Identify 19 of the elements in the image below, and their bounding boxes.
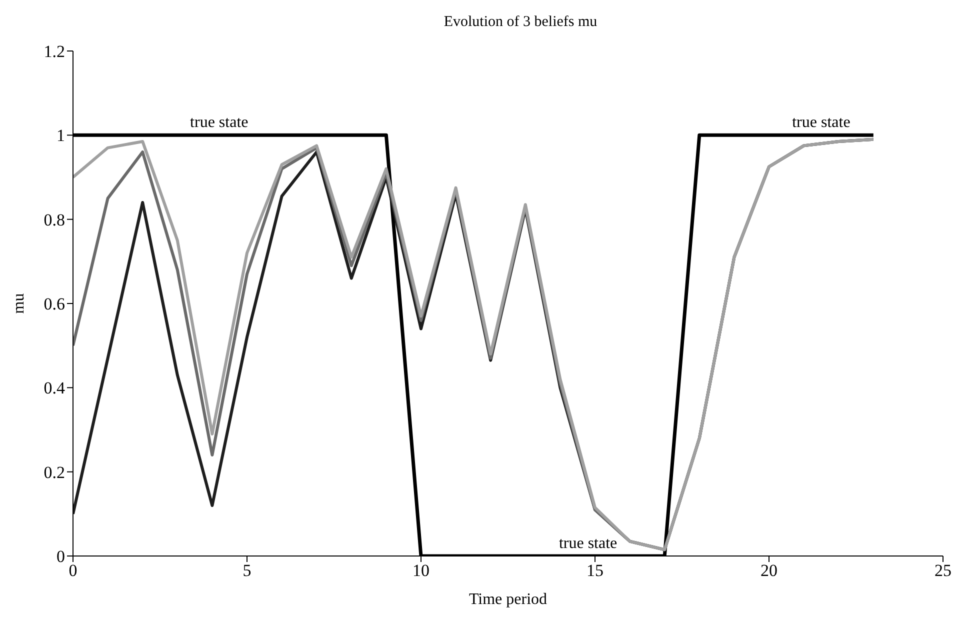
annotation: true state <box>558 535 618 552</box>
x-tick-label: 15 <box>586 561 604 580</box>
x-axis-title: Time period <box>468 591 548 608</box>
x-tick-label: 0 <box>68 561 78 580</box>
y-tick-label: 0.4 <box>44 378 66 398</box>
annotation: true state <box>792 114 850 132</box>
y-tick-label: 0.6 <box>44 294 65 314</box>
x-tick-label: 5 <box>242 561 252 580</box>
y-tick-label: 1.2 <box>44 42 65 62</box>
y-tick-label: 0.8 <box>44 210 65 230</box>
y-tick-label: 0 <box>56 547 65 566</box>
y-axis-title: mu <box>10 293 28 314</box>
x-tick-label: 25 <box>934 561 952 580</box>
chart-title: Evolution of 3 beliefs mu <box>442 14 598 31</box>
x-tick-label: 10 <box>412 561 430 580</box>
y-tick-label: 0.2 <box>44 462 65 482</box>
y-tick-label: 1 <box>56 126 65 146</box>
annotation: true state <box>190 114 248 132</box>
x-tick-label: 20 <box>760 561 778 580</box>
